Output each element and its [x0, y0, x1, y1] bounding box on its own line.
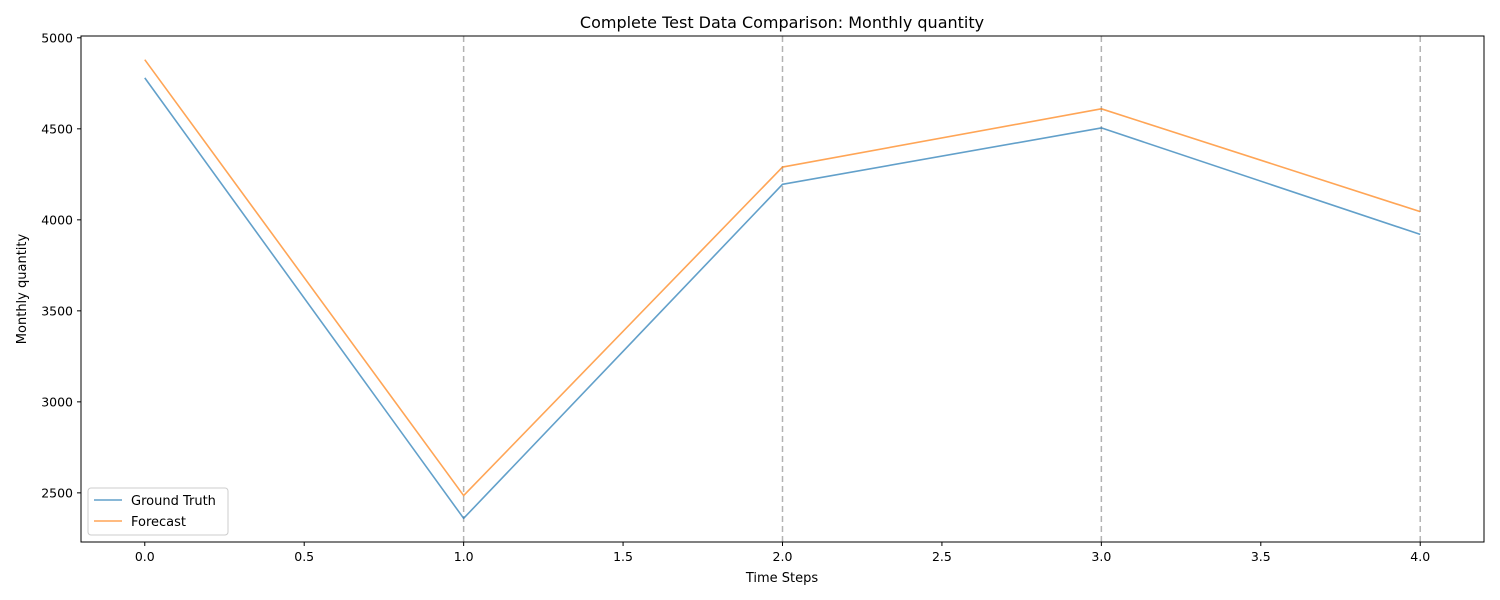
x-tick-label: 0.5: [294, 549, 314, 564]
y-tick-label: 3500: [41, 303, 73, 318]
series-lines: [144, 59, 1421, 520]
legend: Ground Truth Forecast: [87, 487, 229, 536]
legend-label-0: Ground Truth: [131, 494, 216, 509]
y-tick-label: 2500: [41, 485, 73, 500]
x-tick-label: 2.5: [932, 549, 952, 564]
chart-title: Complete Test Data Comparison: Monthly q…: [580, 13, 984, 32]
x-tick-label: 2.0: [773, 549, 793, 564]
y-tick-label: 4500: [41, 121, 73, 136]
y-tick-label: 4000: [41, 212, 73, 227]
legend-label-1: Forecast: [131, 515, 186, 530]
x-axis-ticks: 0.0 0.5 1.0 1.5 2.0 2.5 3.0 3.5 4.0: [135, 542, 1430, 564]
vertical-reference-lines: [462, 36, 1421, 542]
y-axis-label: Monthly quantity: [15, 234, 30, 345]
y-tick-label: 5000: [41, 30, 73, 45]
x-tick-label: 4.0: [1410, 549, 1430, 564]
x-axis-label: Time Steps: [745, 571, 819, 586]
x-tick-label: 0.0: [135, 549, 155, 564]
y-tick-label: 3000: [41, 394, 73, 409]
series-line-0: [144, 77, 1421, 520]
x-tick-label: 1.5: [613, 549, 633, 564]
x-tick-label: 1.0: [454, 549, 474, 564]
x-tick-label: 3.0: [1091, 549, 1111, 564]
x-tick-label: 3.5: [1251, 549, 1271, 564]
legend-box: [87, 487, 229, 536]
series-line-1: [144, 59, 1421, 497]
y-axis-ticks: 2500 3000 3500 4000 4500 5000: [41, 30, 81, 500]
